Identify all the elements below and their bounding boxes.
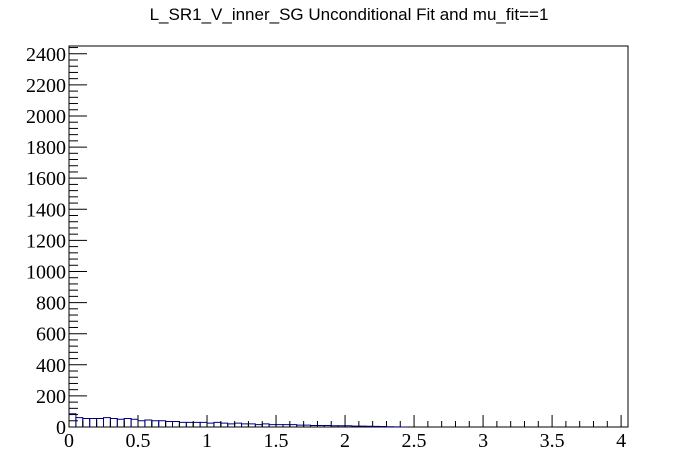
histogram-bin bbox=[158, 420, 167, 427]
x-tick-label: 4 bbox=[616, 430, 626, 452]
histogram-bin bbox=[234, 422, 243, 427]
y-tick-label: 800 bbox=[36, 293, 66, 315]
histogram-bars bbox=[68, 413, 408, 428]
y-tick-label: 1600 bbox=[26, 168, 66, 190]
histogram-bin bbox=[116, 418, 125, 427]
histogram-bin bbox=[82, 417, 91, 427]
chart-title: L_SR1_V_inner_SG Unconditional Fit and m… bbox=[149, 5, 549, 24]
y-tick-label: 1200 bbox=[26, 230, 66, 252]
histogram-bin bbox=[213, 421, 222, 427]
histogram-bin bbox=[220, 422, 229, 427]
histogram-bin bbox=[165, 421, 174, 427]
histogram-bin bbox=[123, 417, 132, 427]
x-tick-label: 3 bbox=[478, 430, 488, 452]
histogram-bin bbox=[89, 417, 98, 427]
x-tick-label: 0 bbox=[64, 430, 74, 452]
histogram-bin bbox=[96, 417, 105, 427]
x-tick-label: 2 bbox=[340, 430, 350, 452]
histogram-bin bbox=[172, 421, 180, 427]
histogram-bin bbox=[178, 421, 187, 427]
y-tick-label: 2000 bbox=[26, 106, 66, 128]
histogram-bin bbox=[206, 422, 215, 427]
histogram-bin bbox=[130, 418, 139, 427]
x-tick-label: 1 bbox=[202, 430, 212, 452]
y-tick-label: 600 bbox=[36, 324, 66, 346]
y-tick-label: 1800 bbox=[26, 137, 66, 159]
y-tick-label: 0 bbox=[56, 417, 66, 439]
y-axis: 0 200 400 600 800 1000 1200 1400 1600 1800 2000 220… bbox=[26, 44, 87, 439]
histogram-bin bbox=[151, 420, 160, 427]
y-tick-label: 2200 bbox=[26, 75, 66, 97]
histogram-bin bbox=[185, 421, 194, 427]
histogram-bin bbox=[109, 417, 118, 427]
plot-frame bbox=[68, 45, 629, 428]
histogram-bin bbox=[144, 419, 153, 427]
x-tick-label: 3.5 bbox=[540, 430, 565, 452]
y-tick-label: 2400 bbox=[26, 44, 66, 66]
histogram-bin bbox=[137, 420, 146, 427]
y-tick-label: 1400 bbox=[26, 199, 66, 221]
y-tick-label: 1000 bbox=[26, 261, 66, 283]
x-tick-label: 1.5 bbox=[264, 430, 289, 452]
histogram-bin bbox=[75, 417, 84, 427]
histogram-bin bbox=[192, 421, 201, 427]
x-tick-label: 0.5 bbox=[126, 430, 151, 452]
x-axis: 0 0.5 1 1.5 2 2.5 3 3.5 4 bbox=[64, 415, 626, 452]
y-tick-label: 200 bbox=[36, 386, 66, 408]
histogram-bin bbox=[199, 421, 208, 427]
x-tick-label: 2.5 bbox=[402, 430, 427, 452]
histogram-bin bbox=[103, 417, 111, 427]
y-tick-label: 400 bbox=[36, 355, 66, 377]
